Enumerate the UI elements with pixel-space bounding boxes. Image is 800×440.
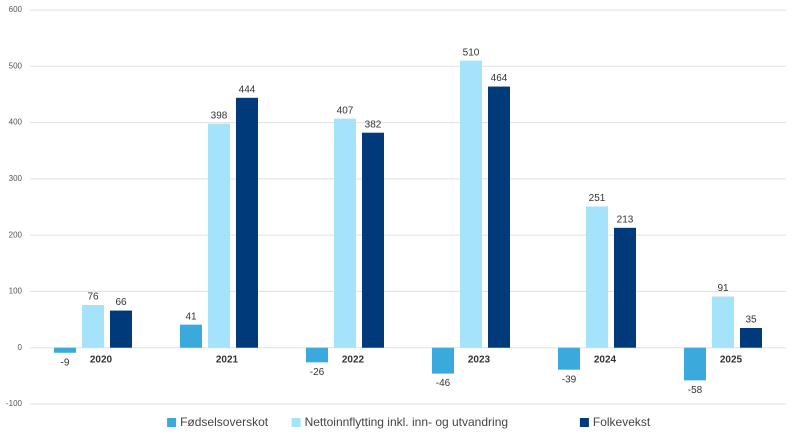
x-tick-label: 2023 bbox=[468, 354, 491, 365]
bar bbox=[334, 118, 356, 348]
data-label: 382 bbox=[365, 119, 382, 130]
bar bbox=[684, 347, 706, 381]
legend-swatch bbox=[579, 418, 589, 427]
data-label: -46 bbox=[436, 378, 451, 389]
y-tick-label: 300 bbox=[9, 174, 23, 183]
y-tick-label: 500 bbox=[9, 61, 23, 70]
data-label: 398 bbox=[211, 110, 228, 121]
bar bbox=[362, 132, 384, 348]
bar bbox=[110, 310, 132, 348]
data-label: -39 bbox=[562, 374, 577, 385]
x-tick-label: 2024 bbox=[594, 354, 617, 365]
data-label: 76 bbox=[87, 292, 99, 303]
bar bbox=[54, 347, 76, 353]
x-tick-label: 2025 bbox=[720, 354, 743, 365]
data-label: 66 bbox=[115, 297, 127, 308]
legend-swatch bbox=[167, 418, 177, 427]
data-label: -26 bbox=[310, 367, 325, 378]
data-label: 251 bbox=[589, 193, 606, 204]
y-tick-label: 100 bbox=[9, 287, 23, 296]
x-tick-label: 2021 bbox=[216, 354, 239, 365]
bar bbox=[82, 304, 104, 348]
x-tick-label: 2022 bbox=[342, 354, 365, 365]
bar bbox=[460, 60, 482, 348]
bar bbox=[306, 347, 328, 363]
legend-label: Nettoinnflytting inkl. inn- og utvandrin… bbox=[305, 415, 508, 429]
x-tick-label: 2020 bbox=[90, 354, 113, 365]
bar bbox=[558, 347, 580, 370]
data-label: -9 bbox=[61, 357, 70, 368]
data-label: 510 bbox=[463, 47, 480, 58]
data-label: 41 bbox=[185, 311, 197, 322]
y-tick-label: 400 bbox=[9, 118, 23, 127]
data-label: -58 bbox=[688, 385, 703, 396]
data-label: 407 bbox=[337, 105, 354, 116]
bar bbox=[180, 324, 202, 348]
legend-label: Folkevekst bbox=[593, 415, 651, 429]
data-label: 35 bbox=[745, 315, 757, 326]
bar bbox=[488, 86, 510, 348]
bar bbox=[208, 123, 230, 348]
bar bbox=[712, 296, 734, 348]
data-label: 213 bbox=[617, 214, 634, 225]
bar bbox=[614, 227, 636, 348]
y-tick-label: 0 bbox=[18, 343, 23, 352]
data-label: 91 bbox=[717, 283, 729, 294]
bar bbox=[586, 206, 608, 348]
legend-swatch bbox=[291, 418, 301, 427]
bar bbox=[236, 97, 258, 348]
y-tick-label: 200 bbox=[9, 230, 23, 239]
data-label: 464 bbox=[491, 73, 508, 84]
legend-label: Fødselsoverskot bbox=[180, 415, 269, 429]
bar bbox=[432, 347, 454, 374]
data-label: 444 bbox=[239, 84, 256, 95]
bar bbox=[740, 328, 762, 348]
y-tick-label: -100 bbox=[6, 399, 23, 408]
y-tick-label: 600 bbox=[9, 5, 23, 14]
